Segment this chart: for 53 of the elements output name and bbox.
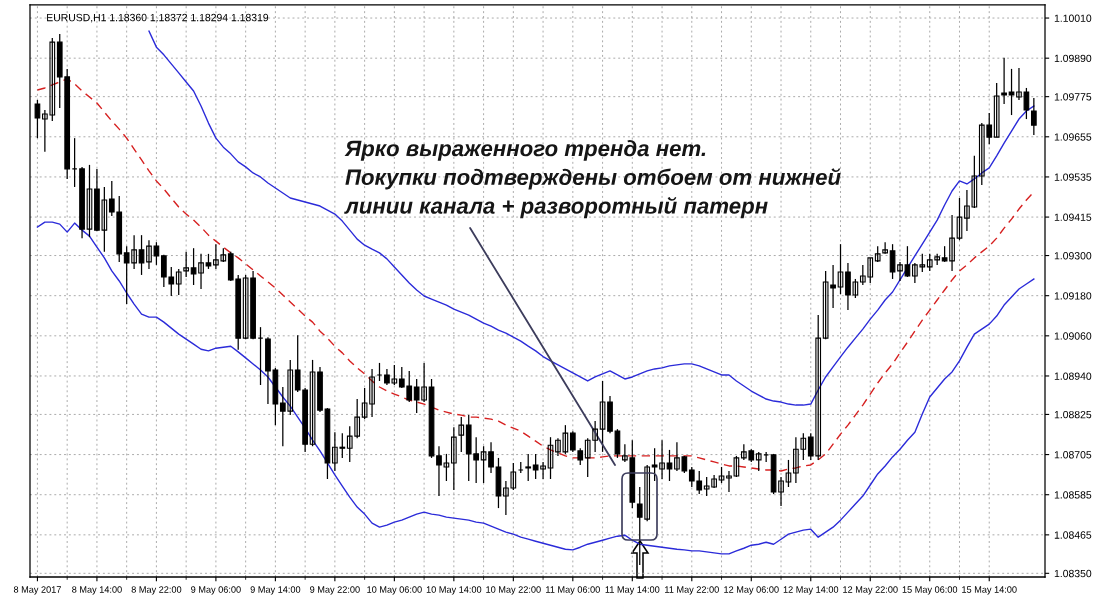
y-tick-label: 1.08940: [1054, 372, 1092, 380]
candlestick: [450, 426, 457, 491]
y-tick-label: 1.08350: [1054, 569, 1092, 578]
candlestick: [755, 451, 762, 472]
line-series: [148, 30, 1035, 406]
x-tick-label: 12 May 06:00: [724, 586, 779, 595]
y-tick-label: 1.10010: [1054, 14, 1092, 22]
x-tick-label: 10 May 06:00: [367, 586, 422, 595]
candlestick: [458, 416, 465, 453]
y-tick-label: 1.08585: [1054, 491, 1092, 499]
line-series: [36, 78, 1035, 472]
y-tick-label: 1.08465: [1054, 531, 1092, 539]
y-tick-label: 1.09775: [1054, 93, 1092, 101]
candlestick: [525, 453, 532, 482]
y-tick-label: 1.09890: [1054, 54, 1092, 63]
candlestick: [837, 243, 844, 295]
x-tick-label: 8 May 14:00: [72, 586, 122, 595]
candlestick: [547, 436, 554, 480]
text: EURUSD,H1 1.18360 1.18372 1.18294 1.18319: [47, 13, 269, 23]
y-tick-label: 1.09415: [1054, 213, 1092, 221]
y-tick-label: 1.09535: [1054, 173, 1092, 181]
x-tick-label: 11 May 06:00: [546, 586, 600, 595]
x-tick-label: 10 May 14:00: [426, 586, 482, 595]
x-tick-label: 11 May 22:00: [665, 586, 719, 595]
candlestick: [376, 362, 383, 382]
y-tick-label: 1.09180: [1054, 292, 1092, 300]
candlestick: [666, 449, 673, 482]
x-tick-label: 12 May 22:00: [843, 586, 898, 595]
x-tick-label: 11 May 14:00: [605, 586, 660, 595]
line-series: [36, 221, 1035, 555]
annotation: Ярко выраженного тренда нет. Покупки подтверждены отбоем от нижней линии канала + разворотный патерн: [344, 140, 841, 219]
candlestick: [1008, 68, 1015, 116]
x-tick-label: 9 May 14:00: [250, 586, 301, 595]
x-tick-label: 8 May 2017: [13, 586, 61, 595]
candlestick: [1030, 97, 1037, 136]
x-tick-label: 10 May 22:00: [486, 586, 541, 595]
candlestick: [86, 164, 93, 238]
candlestick: [956, 197, 963, 241]
x-tick-label: 15 May 14:00: [962, 586, 1017, 595]
candlestick: [34, 99, 41, 139]
y-tick-label: 1.08705: [1054, 451, 1092, 459]
x-tick-label: 12 May 14:00: [783, 586, 839, 595]
x-tick-label: 9 May 06:00: [191, 586, 241, 595]
candlestick: [138, 234, 145, 276]
x-tick-label: 9 May 22:00: [310, 586, 360, 595]
y-tick-label: 1.09655: [1054, 133, 1092, 141]
candlestick: [71, 137, 78, 188]
x-tick-label: 15 May 06:00: [902, 586, 958, 595]
candlestick: [785, 459, 792, 488]
y-tick-label: 1.08825: [1054, 410, 1092, 419]
x-tick-label: 8 May 22:00: [131, 586, 182, 595]
y-tick-label: 1.09300: [1054, 252, 1092, 260]
y-tick-label: 1.09060: [1054, 332, 1092, 340]
